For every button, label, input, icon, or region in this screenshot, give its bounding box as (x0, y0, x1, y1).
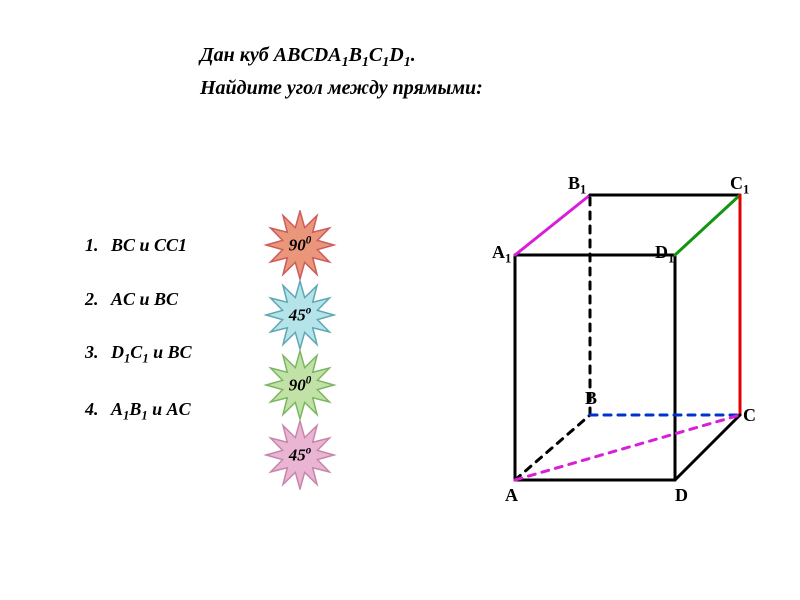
burst-label: 900 (289, 375, 312, 396)
problem-number: 3. (85, 342, 111, 363)
problem-list: 1.BC и CC1 2.AC и BC 3.D1C1 и BC 4.A1B1 и A… (85, 235, 241, 456)
problem-text: BC и CC1 (111, 235, 241, 257)
problem-text: AC и BC (111, 289, 241, 311)
problem-number: 4. (85, 399, 111, 420)
vertex-label: B (585, 388, 597, 409)
burst-label: 900 (289, 235, 312, 256)
vertex-label: C (743, 405, 756, 426)
vertex-label: A (505, 485, 518, 506)
answer-burst: 45o (250, 420, 350, 490)
problem-text: A1B1 и AC (111, 399, 241, 424)
title-line2: Найдите угол между прямыми: (200, 73, 483, 103)
problem-row: 4.A1B1 и AC (85, 399, 241, 424)
vertex-label: D1 (655, 242, 674, 267)
problem-row: 2.AC и BC (85, 289, 241, 311)
problem-number: 2. (85, 289, 111, 310)
vertex-label: C1 (730, 173, 749, 198)
cube-diagram: A D B C A1 D1 B1 C1 (460, 170, 760, 510)
cube-svg (460, 170, 760, 510)
title-block: Дан куб ABCDA1B1C1D1. Найдите угол между… (200, 40, 483, 103)
vertex-label: B1 (568, 173, 586, 198)
vertex-label: A1 (492, 242, 511, 267)
burst-label: 45o (289, 305, 312, 326)
answer-bursts: 900 45o 900 45o (250, 210, 350, 490)
vertex-label: D (675, 485, 688, 506)
cube-edge (515, 415, 590, 480)
problem-row: 1.BC и CC1 (85, 235, 241, 257)
answer-burst: 900 (250, 350, 350, 420)
problem-row: 3.D1C1 и BC (85, 342, 241, 367)
problem-text: D1C1 и BC (111, 342, 241, 367)
cube-edge (675, 195, 740, 255)
burst-label: 45o (289, 445, 312, 466)
answer-burst: 900 (250, 210, 350, 280)
title-line1: Дан куб ABCDA1B1C1D1. (200, 40, 483, 73)
cube-edge (515, 195, 590, 255)
problem-number: 1. (85, 235, 111, 256)
answer-burst: 45o (250, 280, 350, 350)
